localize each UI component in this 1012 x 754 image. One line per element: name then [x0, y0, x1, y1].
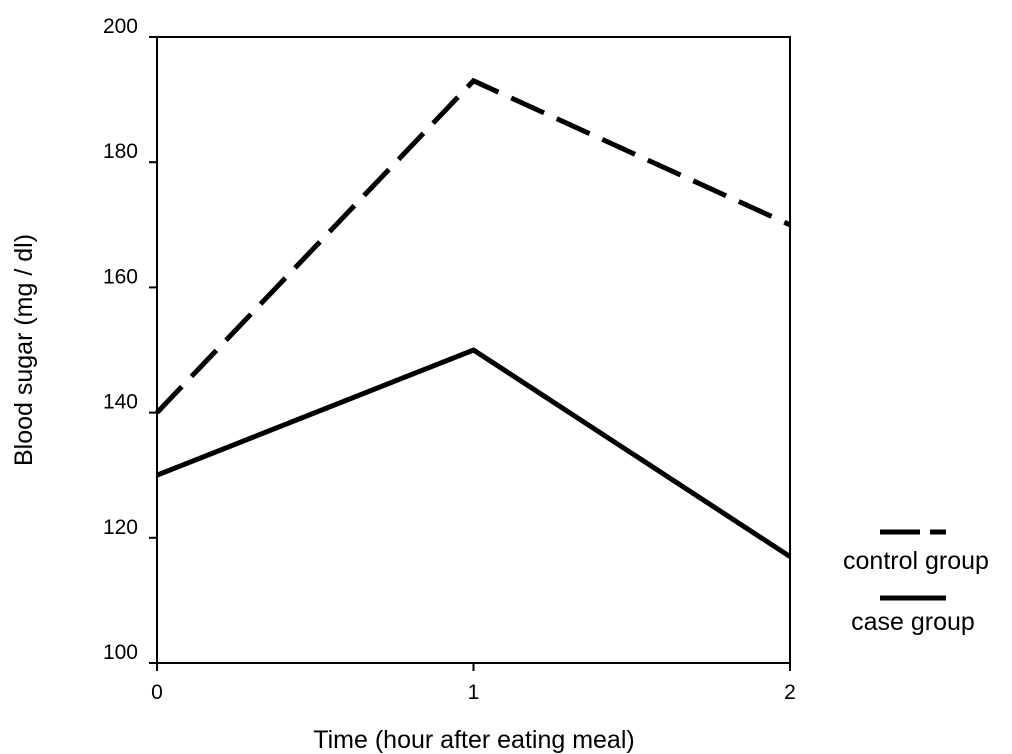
legend-item-control-group: control group — [843, 529, 989, 575]
x-tick-label: 0 — [151, 681, 163, 704]
y-tick-label: 160 — [103, 265, 138, 288]
x-tick-label: 1 — [468, 681, 480, 704]
y-tick-label: 200 — [103, 15, 138, 38]
y-axis-tick-labels: 100 120 140 160 180 200 — [103, 15, 138, 664]
legend-label-case-group: case group — [851, 608, 975, 636]
series-line-case-group — [156, 347, 792, 559]
x-axis-label: Time (hour after eating meal) — [313, 726, 634, 754]
y-tick-label: 140 — [103, 391, 138, 414]
x-axis-tick-labels: 0 1 2 — [151, 681, 796, 704]
y-axis-ticks — [149, 36, 157, 664]
x-axis-ticks — [156, 663, 791, 671]
legend-label-control-group: control group — [843, 547, 989, 575]
y-tick-label: 180 — [103, 140, 138, 163]
series-line-control-group — [155, 77, 792, 415]
x-tick-label: 2 — [784, 681, 796, 704]
y-tick-label: 100 — [103, 641, 138, 664]
y-axis-label: Blood sugar (mg / dl) — [10, 234, 38, 466]
legend: control group case group — [843, 529, 989, 636]
legend-item-case-group: case group — [851, 595, 975, 636]
series-lines — [155, 77, 792, 559]
y-tick-label: 120 — [103, 516, 138, 539]
